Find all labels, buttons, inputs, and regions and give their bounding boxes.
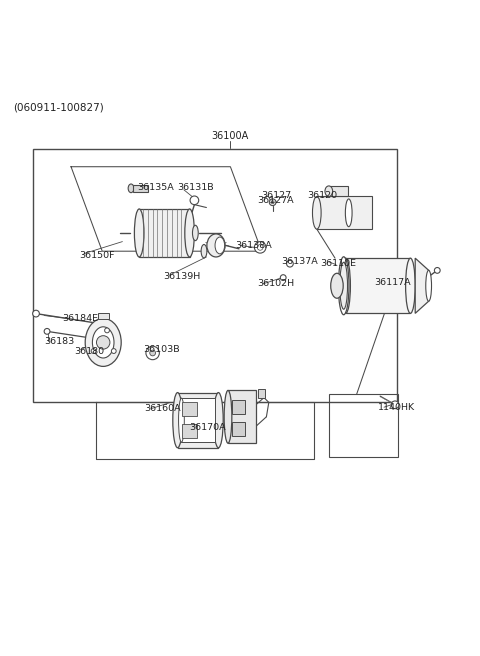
Ellipse shape: [192, 225, 198, 241]
Text: 36160A: 36160A: [144, 404, 180, 413]
Ellipse shape: [214, 392, 223, 448]
Circle shape: [33, 310, 39, 317]
Ellipse shape: [331, 274, 343, 298]
Bar: [182, 402, 197, 417]
Bar: [228, 390, 256, 443]
Text: 36180: 36180: [74, 346, 105, 356]
Text: 36137A: 36137A: [281, 257, 318, 266]
Ellipse shape: [338, 256, 349, 315]
Text: 36100A: 36100A: [212, 131, 249, 141]
Text: 36102H: 36102H: [257, 279, 294, 289]
Polygon shape: [415, 258, 429, 314]
Ellipse shape: [426, 270, 432, 301]
Circle shape: [257, 245, 263, 250]
Circle shape: [391, 401, 399, 409]
Text: (060911-100827): (060911-100827): [13, 102, 104, 112]
Ellipse shape: [179, 398, 184, 442]
Circle shape: [190, 196, 199, 205]
Ellipse shape: [346, 199, 352, 227]
Ellipse shape: [224, 390, 232, 443]
Text: 36120: 36120: [307, 191, 337, 200]
Text: 36138A: 36138A: [235, 241, 272, 250]
Bar: [178, 392, 218, 448]
Circle shape: [434, 268, 440, 274]
Circle shape: [150, 350, 156, 356]
FancyBboxPatch shape: [133, 185, 148, 192]
Circle shape: [44, 329, 50, 335]
Bar: [329, 186, 348, 197]
Circle shape: [280, 275, 286, 281]
Bar: [317, 197, 372, 229]
Circle shape: [269, 199, 276, 205]
Text: 36184E: 36184E: [62, 314, 98, 323]
Bar: [232, 400, 245, 415]
Bar: [346, 258, 410, 314]
Ellipse shape: [312, 197, 321, 229]
Circle shape: [287, 260, 293, 267]
Ellipse shape: [207, 234, 225, 257]
Text: 36183: 36183: [44, 337, 74, 346]
Bar: [329, 394, 398, 457]
Ellipse shape: [341, 258, 350, 314]
Ellipse shape: [134, 209, 144, 257]
Ellipse shape: [325, 186, 333, 197]
Text: 36117A: 36117A: [374, 278, 411, 287]
Ellipse shape: [85, 318, 121, 367]
Ellipse shape: [340, 262, 348, 309]
Ellipse shape: [406, 258, 415, 314]
Bar: [181, 398, 215, 442]
Text: 36170A: 36170A: [190, 423, 226, 432]
Text: 36103B: 36103B: [143, 344, 180, 354]
Text: 36150F: 36150F: [79, 251, 115, 260]
Ellipse shape: [128, 184, 134, 193]
Bar: [182, 424, 197, 438]
Circle shape: [254, 241, 266, 253]
Circle shape: [96, 336, 110, 349]
Ellipse shape: [201, 245, 207, 258]
Circle shape: [105, 328, 109, 333]
Bar: [232, 422, 245, 436]
Text: 36131B: 36131B: [178, 183, 214, 192]
Ellipse shape: [340, 197, 348, 229]
Circle shape: [111, 348, 116, 354]
Ellipse shape: [185, 209, 194, 257]
Bar: [33, 149, 397, 402]
Bar: [98, 313, 109, 319]
Text: 36110E: 36110E: [321, 258, 357, 268]
Bar: [258, 389, 265, 398]
Text: 36139H: 36139H: [163, 272, 201, 281]
Ellipse shape: [92, 327, 114, 358]
Circle shape: [146, 346, 159, 359]
Bar: [98, 319, 107, 328]
Bar: [139, 209, 190, 257]
Ellipse shape: [173, 392, 182, 448]
Text: 1140HK: 1140HK: [378, 403, 415, 412]
Circle shape: [271, 201, 274, 203]
Text: 36127A: 36127A: [257, 196, 293, 205]
Text: 36135A: 36135A: [137, 183, 174, 192]
Ellipse shape: [215, 237, 225, 254]
Text: 36127: 36127: [262, 191, 292, 200]
Circle shape: [91, 348, 96, 354]
